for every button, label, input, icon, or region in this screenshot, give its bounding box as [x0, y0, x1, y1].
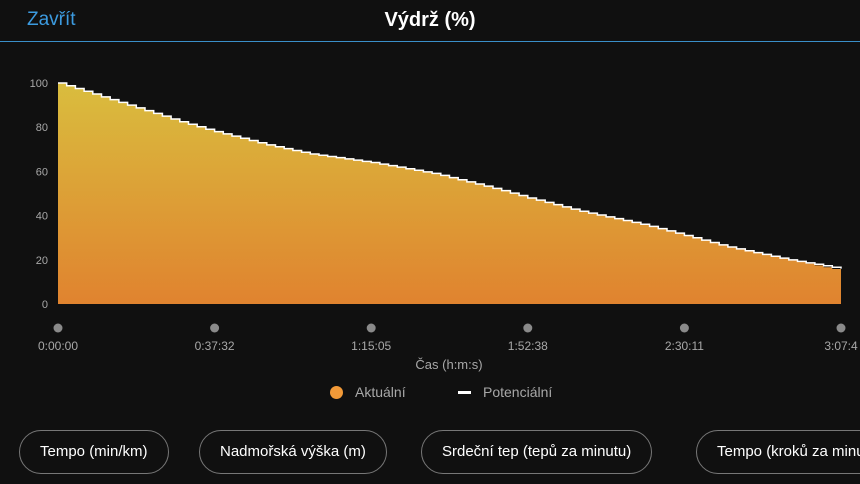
close-button[interactable]: Zavřít	[27, 9, 76, 30]
metric-button-cadence[interactable]: Tempo (kroků za minutu)	[696, 430, 860, 474]
y-tick-label-1: 20	[36, 255, 48, 267]
x-tick-label-5: 3:07:4	[824, 339, 858, 353]
series-actual-area	[58, 83, 841, 304]
legend-actual-dot-icon	[330, 385, 343, 399]
metric-button-pace[interactable]: Tempo (min/km)	[19, 430, 169, 474]
y-tick-label-3: 60	[36, 166, 48, 178]
metric-selector: Tempo (min/km) Nadmořská výška (m) Srdeč…	[0, 430, 860, 476]
y-tick-label-4: 80	[36, 122, 48, 134]
x-tick-dot-2	[366, 323, 376, 333]
x-axis-label: Čas (h:m:s)	[415, 357, 482, 372]
chart-legend: Aktuální Potenciální	[0, 384, 860, 404]
stamina-chart: 0 20 40 60 80 100 0:00:00 0:37:32 1:15:05 1:52:38…	[30, 78, 858, 372]
x-tick-label-2: 1:15:05	[351, 339, 391, 353]
x-tick-dot-0	[53, 323, 63, 333]
y-tick-label-2: 40	[36, 211, 48, 223]
legend-item-actual: Aktuální	[330, 384, 406, 400]
page-title: Výdrž (%)	[384, 9, 476, 31]
x-tick-label-1: 0:37:32	[195, 339, 235, 353]
legend-item-potential: Potenciální	[458, 384, 552, 400]
series-potential-line	[58, 82, 842, 269]
metric-button-elevation[interactable]: Nadmořská výška (m)	[199, 430, 387, 474]
x-tick-label-3: 1:52:38	[508, 339, 548, 353]
x-tick-dot-3	[523, 323, 533, 333]
legend-actual-label: Aktuální	[355, 384, 406, 400]
x-tick-label-4: 2:30:11	[665, 339, 704, 353]
header-bar: Zavřít Výdrž (%)	[0, 0, 860, 42]
x-tick-label-0: 0:00:00	[38, 339, 78, 353]
legend-potential-label: Potenciální	[483, 384, 553, 400]
y-tick-label-0: 0	[42, 299, 48, 311]
metric-button-heart-rate[interactable]: Srdeční tep (tepů za minutu)	[421, 430, 653, 474]
x-tick-dot-5	[836, 323, 846, 333]
y-tick-label-5: 100	[30, 78, 48, 90]
x-tick-dot-1	[210, 323, 220, 333]
x-tick-dot-4	[679, 323, 689, 333]
legend-potential-line-icon	[458, 390, 471, 394]
